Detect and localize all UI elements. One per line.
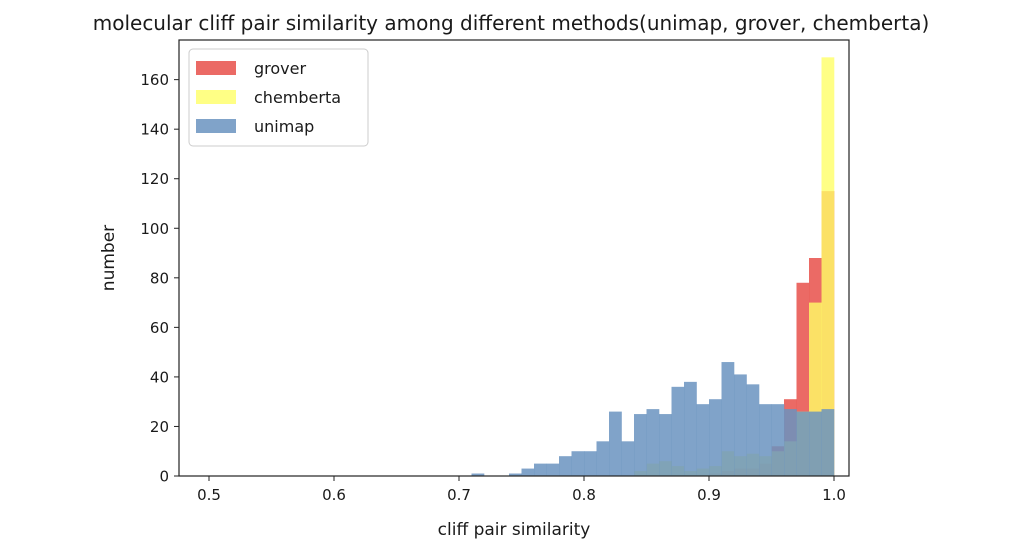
plot-frame [178,39,850,477]
y-tick-label: 60 [150,319,169,337]
unimap-bar [659,414,672,476]
unimap-bar [759,404,772,476]
legend: grover chemberta unimap [188,48,369,147]
unimap-bar [621,441,635,476]
legend-swatch-grover [196,61,236,75]
x-tick-label: 1.0 [822,486,846,504]
unimap-bar [721,362,735,476]
unimap-bar [571,451,585,476]
unimap-bar [684,381,697,476]
unimap-bar [796,411,810,476]
x-tick-label: 0.8 [572,486,596,504]
chemberta-bar [821,57,835,477]
unimap-bar [509,473,522,476]
y-tick-label: 80 [150,269,169,287]
unimap-bar [821,409,835,476]
legend-label-grover: grover [254,59,306,78]
legend-label-chemberta: chemberta [254,88,341,107]
unimap-bar [734,374,747,476]
unimap-bar [671,386,685,476]
unimap-bar [584,451,597,476]
unimap-bar [696,404,710,476]
unimap-bar [471,473,485,476]
unimap-bar [634,414,647,476]
chart-title: molecular cliff pair similarity among di… [93,11,930,35]
unimap-bar [521,468,535,476]
y-axis: 0 20 40 60 80 100 120 140 160 [140,71,179,486]
x-axis-label: cliff pair similarity [438,520,591,540]
y-tick-label: 120 [140,170,169,188]
legend-swatch-chemberta [196,90,236,104]
y-axis-label: number [99,225,119,291]
unimap-bar [546,463,560,476]
legend-label-unimap: unimap [254,117,314,136]
y-tick-label: 100 [140,220,169,238]
x-axis: 0.5 0.6 0.7 0.8 0.9 1.0 [197,476,846,504]
unimap-bar [609,411,622,476]
legend-swatch-unimap [196,119,236,133]
unimap-bar [809,411,822,476]
x-tick-label: 0.7 [447,486,471,504]
unimap-bar [746,384,760,476]
x-tick-label: 0.9 [697,486,721,504]
unimap-bar [534,463,547,476]
unimap-bar [559,456,572,476]
y-tick-label: 0 [159,468,169,486]
x-tick-label: 0.6 [322,486,346,504]
x-tick-label: 0.5 [197,486,221,504]
unimap-bar [784,409,797,476]
unimap-bar [646,409,660,476]
unimap-bar [596,441,610,476]
unimap-bar [771,404,785,476]
bars-layer [471,57,835,477]
unimap-bar [709,399,722,476]
y-tick-label: 20 [150,418,169,436]
y-tick-label: 160 [140,71,169,89]
y-tick-label: 140 [140,121,169,139]
y-tick-label: 40 [150,368,169,386]
